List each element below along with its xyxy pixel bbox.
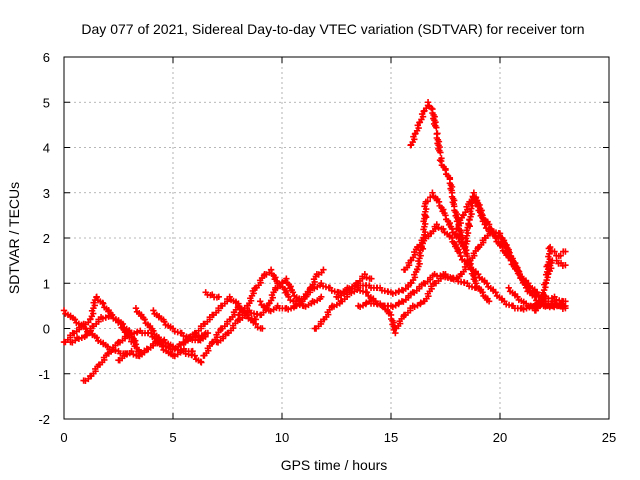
data-point <box>505 284 512 291</box>
data-point <box>108 311 116 319</box>
data-point <box>320 266 327 273</box>
x-tick-label: 5 <box>169 430 176 445</box>
x-tick-label: 0 <box>60 430 67 445</box>
data-point <box>128 347 135 355</box>
data-point <box>141 316 148 323</box>
data-point <box>483 280 491 287</box>
data-point <box>531 293 539 301</box>
series-track-10 <box>202 289 222 301</box>
series-track-19 <box>407 99 493 305</box>
data-point <box>557 252 564 259</box>
data-point <box>456 249 463 256</box>
y-tick-label: 3 <box>43 186 50 201</box>
x-tick-label: 15 <box>384 430 398 445</box>
data-point <box>132 341 140 348</box>
data-point <box>60 307 68 314</box>
series-track-1 <box>60 307 131 357</box>
data-point <box>440 225 447 233</box>
data-point <box>424 198 431 205</box>
data-point <box>191 352 198 359</box>
axis-ticks: 0 5 10 15 20 25 -2 -1 0 1 2 3 4 5 6 <box>38 50 616 445</box>
series-track-13 <box>257 271 375 315</box>
data-point <box>424 99 432 106</box>
y-tick-label: 1 <box>43 276 50 291</box>
data-point <box>562 261 569 269</box>
data-point <box>289 289 297 296</box>
series-track-7 <box>150 307 212 344</box>
data-point <box>235 302 242 310</box>
data-point <box>428 104 435 112</box>
data-point <box>215 293 222 301</box>
data-point <box>546 243 554 251</box>
data-point <box>150 307 157 314</box>
data-point <box>562 248 569 255</box>
x-axis-label: GPS time / hours <box>281 457 388 473</box>
y-tick-label: 5 <box>43 95 50 110</box>
y-tick-label: 4 <box>43 141 50 156</box>
y-axis-label: SDTVAR / TECUs <box>6 182 22 294</box>
data-point <box>455 234 462 242</box>
x-tick-label: 10 <box>275 430 289 445</box>
data-point <box>475 271 482 278</box>
y-tick-label: 2 <box>43 231 50 246</box>
x-tick-label: 25 <box>602 430 616 445</box>
data-point <box>479 212 486 219</box>
data-point <box>436 156 444 164</box>
data-point <box>252 320 260 328</box>
data-point <box>318 293 325 301</box>
data-point <box>429 189 436 196</box>
data-point <box>93 334 100 341</box>
data-point <box>485 298 493 305</box>
series-track-24 <box>544 257 569 278</box>
series-track-6 <box>132 304 209 353</box>
data-point <box>492 289 499 296</box>
data-point <box>257 298 264 305</box>
data-point <box>259 325 266 332</box>
data-point <box>516 271 523 278</box>
y-tick-label: 6 <box>43 50 50 65</box>
data-point <box>71 316 79 323</box>
series-track-16 <box>355 271 480 310</box>
data-marks <box>60 99 569 385</box>
data-point <box>150 327 157 334</box>
data-point <box>479 289 486 296</box>
series-track-2 <box>60 293 144 357</box>
data-point <box>100 300 107 307</box>
data-point <box>437 149 444 156</box>
data-point <box>472 280 480 287</box>
grid <box>64 57 609 419</box>
series-track-12 <box>235 266 327 319</box>
series-track-21 <box>453 194 567 305</box>
series-track-5 <box>115 336 205 366</box>
data-point <box>433 124 440 131</box>
data-point <box>507 257 515 264</box>
data-point <box>132 304 140 312</box>
data-point <box>525 280 532 287</box>
data-point <box>204 329 212 337</box>
chart-title: Day 077 of 2021, Sidereal Day-to-day VTE… <box>81 21 584 37</box>
data-point <box>368 275 375 282</box>
y-tick-label: -1 <box>38 367 50 382</box>
data-point <box>285 293 292 301</box>
data-point <box>492 234 499 242</box>
series-track-9 <box>200 302 266 359</box>
data-point <box>93 293 100 301</box>
data-point <box>198 359 205 366</box>
y-tick-label: 0 <box>43 322 50 337</box>
data-point <box>363 289 371 296</box>
data-point <box>465 220 472 227</box>
data-point <box>433 221 440 228</box>
data-point <box>498 243 506 251</box>
series-track-4 <box>67 311 140 348</box>
data-point <box>551 248 558 255</box>
series-track-14 <box>311 284 399 337</box>
data-point <box>562 298 569 305</box>
data-point <box>119 320 127 328</box>
y-tick-label: -2 <box>38 412 50 427</box>
x-tick-label: 20 <box>493 430 507 445</box>
data-point <box>457 252 464 260</box>
data-point <box>361 271 369 278</box>
